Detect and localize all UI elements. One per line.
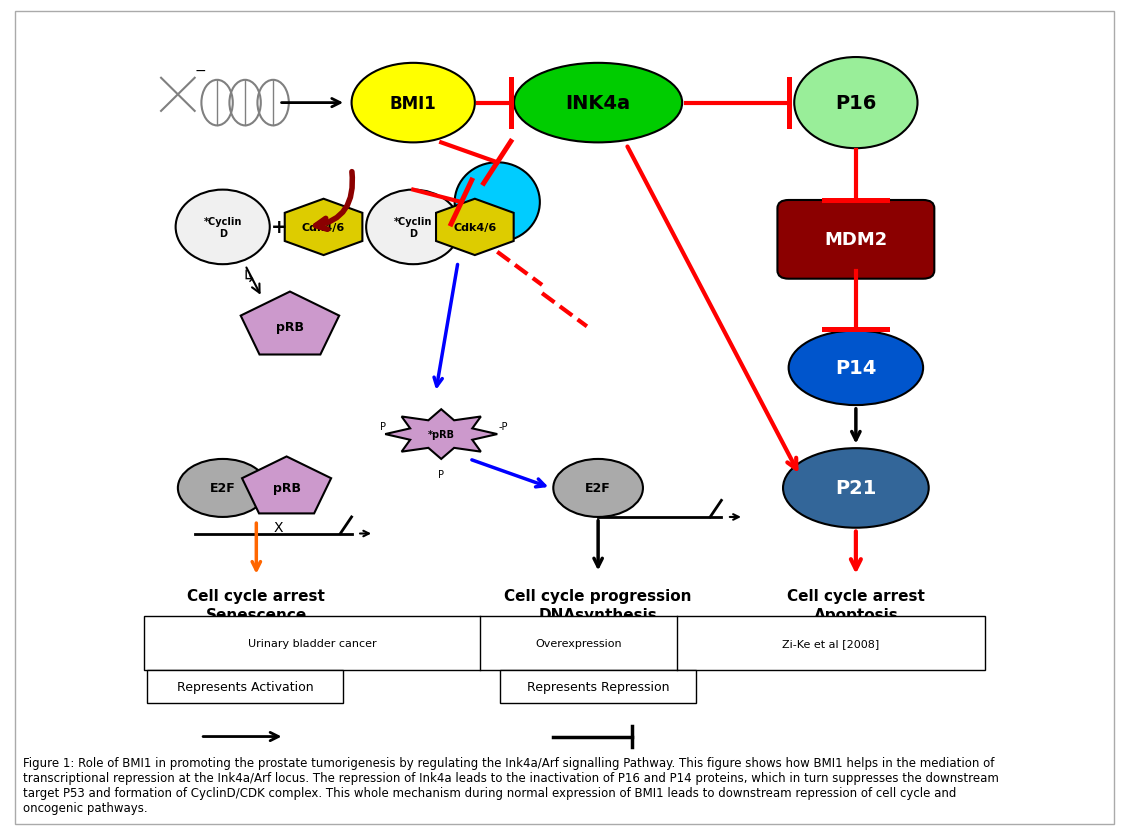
Text: ↳: ↳ — [242, 268, 255, 285]
Polygon shape — [242, 457, 331, 514]
FancyBboxPatch shape — [778, 201, 935, 279]
Text: *Cyclin
D: *Cyclin D — [394, 217, 432, 238]
Ellipse shape — [366, 191, 461, 265]
Text: -P: -P — [498, 421, 508, 431]
Ellipse shape — [794, 58, 918, 149]
Ellipse shape — [784, 449, 929, 528]
Text: Figure 1: Role of BMI1 in promoting the prostate tumorigenesis by regulating the: Figure 1: Role of BMI1 in promoting the … — [23, 757, 998, 814]
FancyArrowPatch shape — [316, 172, 352, 230]
Polygon shape — [385, 410, 497, 460]
Ellipse shape — [351, 64, 475, 143]
Text: +: + — [271, 218, 287, 237]
Polygon shape — [285, 200, 362, 256]
Text: *pRB: *pRB — [428, 430, 455, 440]
Text: Urinary bladder cancer: Urinary bladder cancer — [248, 639, 377, 649]
Text: Apoptosis: Apoptosis — [814, 608, 899, 623]
Ellipse shape — [789, 331, 924, 405]
Ellipse shape — [553, 460, 642, 517]
FancyBboxPatch shape — [147, 670, 343, 704]
Text: Cell cycle arrest: Cell cycle arrest — [787, 589, 925, 604]
Text: Represents Repression: Represents Repression — [527, 681, 669, 694]
Text: pRB: pRB — [272, 482, 300, 495]
Text: MDM2: MDM2 — [824, 231, 887, 249]
Ellipse shape — [455, 163, 540, 242]
Text: BMI1: BMI1 — [390, 94, 437, 113]
Text: X: X — [274, 520, 283, 534]
Text: Cdk4/6: Cdk4/6 — [301, 222, 345, 232]
Text: Senescence: Senescence — [205, 608, 307, 623]
Polygon shape — [240, 293, 339, 355]
Text: Represents Activation: Represents Activation — [177, 681, 314, 694]
Polygon shape — [436, 200, 514, 256]
Text: *Cyclin
D: *Cyclin D — [203, 217, 242, 238]
Text: P21: P21 — [835, 479, 876, 498]
FancyBboxPatch shape — [145, 617, 984, 670]
Text: −: − — [194, 64, 207, 78]
Text: Cell cycle arrest: Cell cycle arrest — [187, 589, 325, 604]
Text: DNAsynthesis: DNAsynthesis — [539, 608, 657, 623]
Text: E2F: E2F — [210, 482, 236, 495]
Ellipse shape — [178, 460, 268, 517]
Text: INK4a: INK4a — [566, 94, 631, 113]
Ellipse shape — [176, 191, 270, 265]
Ellipse shape — [514, 64, 682, 143]
Text: Overexpression: Overexpression — [535, 639, 622, 649]
Text: Cdk4/6: Cdk4/6 — [453, 222, 497, 232]
Text: P: P — [380, 421, 386, 431]
FancyBboxPatch shape — [500, 670, 697, 704]
Text: P: P — [438, 469, 444, 479]
Text: Cell cycle progression: Cell cycle progression — [505, 589, 692, 604]
Text: P16: P16 — [835, 94, 876, 113]
Text: Zi-Ke et al [2008]: Zi-Ke et al [2008] — [782, 639, 879, 649]
Text: pRB: pRB — [275, 320, 304, 334]
Text: E2F: E2F — [585, 482, 611, 495]
Text: P14: P14 — [835, 359, 876, 378]
